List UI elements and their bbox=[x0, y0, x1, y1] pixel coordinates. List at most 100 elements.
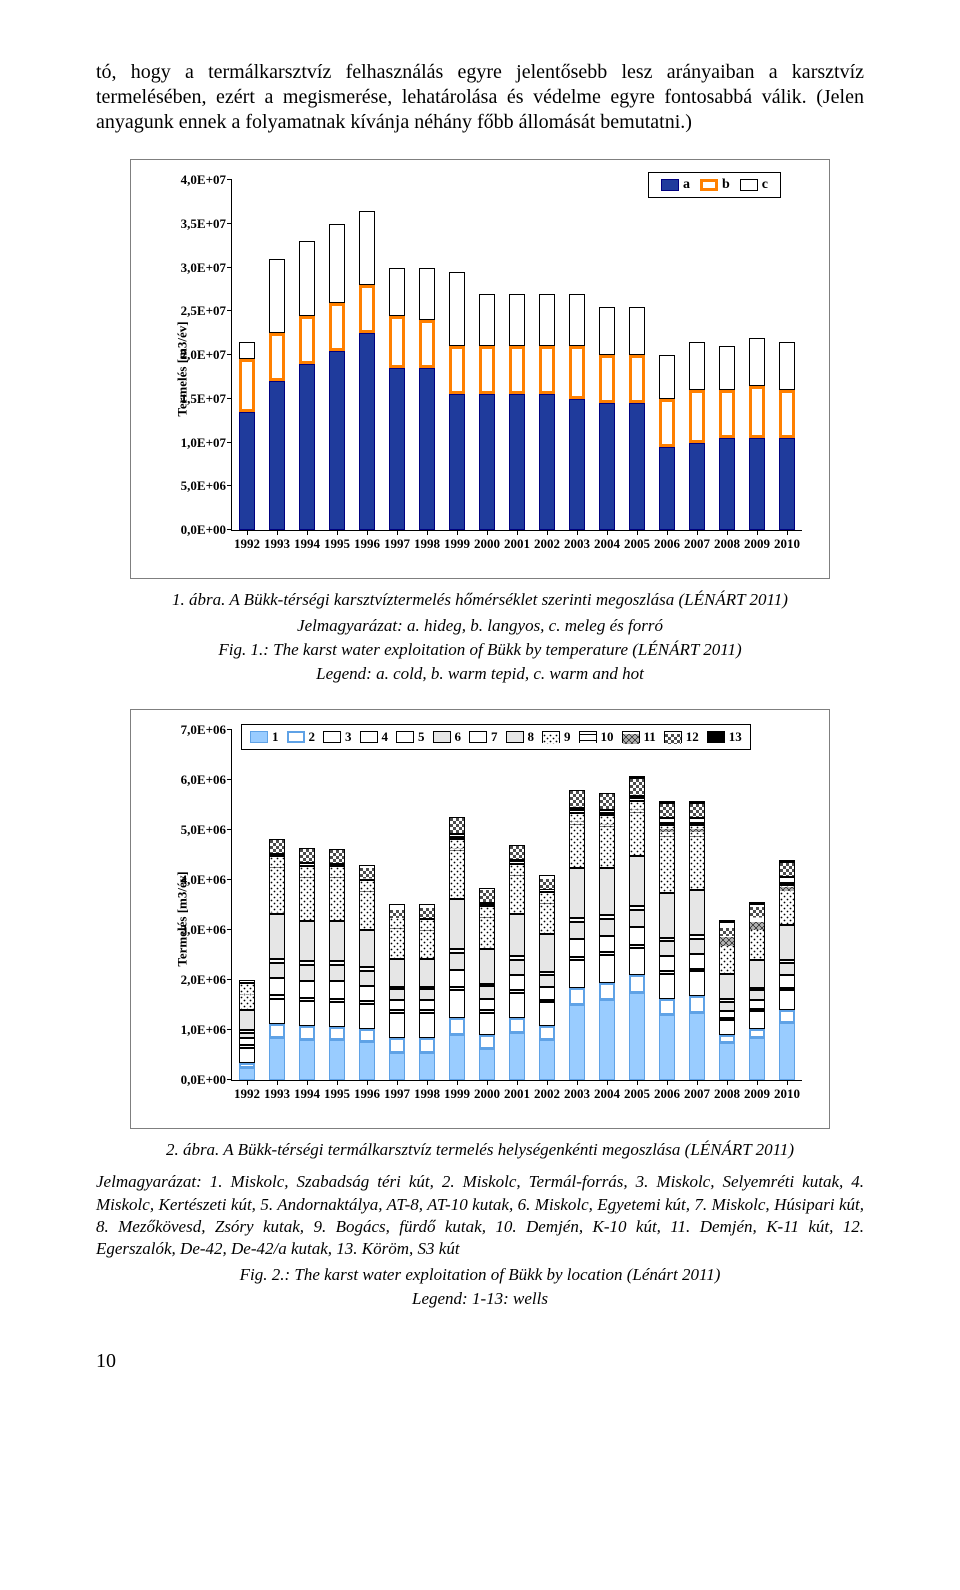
bar-segment-a bbox=[449, 394, 466, 530]
bar-segment-b bbox=[659, 399, 676, 447]
bar-segment-4 bbox=[389, 1010, 406, 1013]
figure2-caption-3: Fig. 2.: The karst water exploitation of… bbox=[96, 1264, 864, 1286]
bar-segment-b bbox=[509, 346, 526, 394]
figure1-caption-2: Jelmagyarázat: a. hideg, b. langyos, c. … bbox=[96, 615, 864, 637]
x-tick: 1996 bbox=[354, 1086, 380, 1102]
bar-segment-2 bbox=[269, 1024, 286, 1038]
bar-segment-b bbox=[239, 359, 256, 412]
x-tick: 2005 bbox=[624, 1086, 650, 1102]
bar-segment-b bbox=[269, 333, 286, 381]
bar-segment-c bbox=[539, 294, 556, 347]
bar-segment-8 bbox=[389, 959, 406, 987]
bar-segment-8 bbox=[239, 1010, 256, 1030]
bar-segment-2 bbox=[539, 1026, 556, 1040]
bar-segment-9 bbox=[539, 892, 556, 935]
figure2-caption-4: Legend: 1-13: wells bbox=[96, 1288, 864, 1310]
bar-segment-a bbox=[269, 381, 286, 530]
bar-segment-4 bbox=[449, 987, 466, 990]
x-tick: 2001 bbox=[504, 1086, 530, 1102]
bar-segment-c bbox=[689, 342, 706, 390]
bar-segment-2 bbox=[569, 988, 586, 1006]
bar-segment-5 bbox=[719, 1011, 736, 1019]
chart1-legend: abc bbox=[648, 172, 781, 198]
bar-segment-6 bbox=[329, 965, 346, 981]
bar-segment-4 bbox=[539, 1000, 556, 1003]
bar-segment-3 bbox=[269, 999, 286, 1024]
bar-segment-3 bbox=[419, 1013, 436, 1038]
bar-segment-c bbox=[719, 346, 736, 390]
x-tick: 2008 bbox=[714, 536, 740, 552]
bar-segment-4 bbox=[689, 969, 706, 972]
bar-segment-3 bbox=[689, 971, 706, 996]
bar-segment-12 bbox=[449, 817, 466, 835]
bar-segment-7 bbox=[629, 906, 646, 910]
legend-label: 5 bbox=[418, 729, 425, 745]
bar-segment-7 bbox=[269, 959, 286, 963]
bar-segment-c bbox=[749, 338, 766, 386]
bar-segment-9 bbox=[419, 919, 436, 959]
bar-segment-12 bbox=[509, 845, 526, 860]
bar-segment-6 bbox=[599, 919, 616, 936]
bar-segment-13 bbox=[689, 801, 706, 803]
bar-segment-2 bbox=[689, 996, 706, 1013]
bar-segment-b bbox=[629, 355, 646, 403]
bar-segment-1 bbox=[689, 1013, 706, 1081]
bar-segment-1 bbox=[509, 1033, 526, 1081]
bar-segment-3 bbox=[599, 955, 616, 983]
bar-segment-8 bbox=[419, 959, 436, 987]
bar-segment-b bbox=[299, 316, 316, 364]
x-tick: 2002 bbox=[534, 1086, 560, 1102]
bar-segment-7 bbox=[539, 972, 556, 975]
bar-segment-4 bbox=[329, 999, 346, 1002]
bar-segment-4 bbox=[479, 1010, 496, 1013]
legend-label: a bbox=[683, 177, 690, 193]
bar-segment-12 bbox=[659, 803, 676, 818]
bar-segment-8 bbox=[329, 921, 346, 961]
bar-segment-6 bbox=[299, 965, 316, 981]
x-tick: 2000 bbox=[474, 536, 500, 552]
bar-segment-6 bbox=[269, 963, 286, 978]
bar-segment-12 bbox=[419, 904, 436, 917]
bar-segment-9 bbox=[689, 825, 706, 890]
bar-segment-b bbox=[719, 390, 736, 438]
y-tick: 5,0E+06 bbox=[162, 822, 226, 838]
bar-segment-4 bbox=[629, 945, 646, 948]
bar-segment-9 bbox=[779, 885, 796, 925]
bar-segment-5 bbox=[389, 1000, 406, 1010]
bar-segment-7 bbox=[479, 984, 496, 987]
y-tick: 1,5E+07 bbox=[162, 391, 226, 407]
bar-segment-2 bbox=[779, 1010, 796, 1023]
bar-segment-7 bbox=[389, 987, 406, 990]
bar-segment-c bbox=[629, 307, 646, 355]
legend-label: 12 bbox=[686, 729, 699, 745]
legend-label: 13 bbox=[729, 729, 742, 745]
bar-segment-3 bbox=[389, 1013, 406, 1038]
x-tick: 2009 bbox=[744, 1086, 770, 1102]
bar-segment-b bbox=[779, 390, 796, 438]
bar-segment-4 bbox=[359, 1001, 376, 1004]
bar-segment-1 bbox=[239, 1068, 256, 1081]
figure2-caption-block: Jelmagyarázat: 1. Miskolc, Szabadság tér… bbox=[96, 1171, 864, 1259]
bar-segment-8 bbox=[359, 930, 376, 968]
bar-segment-b bbox=[419, 320, 436, 368]
bar-segment-2 bbox=[479, 1035, 496, 1049]
bar-segment-1 bbox=[419, 1053, 436, 1081]
bar-segment-3 bbox=[719, 1020, 736, 1035]
bar-segment-4 bbox=[719, 1018, 736, 1020]
bar-segment-5 bbox=[419, 1000, 436, 1010]
bar-segment-b bbox=[449, 346, 466, 394]
bar-segment-8 bbox=[449, 899, 466, 949]
bar-segment-8 bbox=[299, 921, 316, 961]
bar-segment-6 bbox=[749, 990, 766, 1000]
bar-segment-a bbox=[569, 399, 586, 530]
bar-segment-9 bbox=[509, 864, 526, 914]
bar-segment-12 bbox=[689, 803, 706, 818]
bar-segment-7 bbox=[419, 987, 436, 990]
bar-segment-2 bbox=[389, 1038, 406, 1053]
x-tick: 1999 bbox=[444, 1086, 470, 1102]
bar-segment-1 bbox=[719, 1043, 736, 1081]
bar-segment-9 bbox=[479, 906, 496, 949]
x-tick: 1995 bbox=[324, 536, 350, 552]
bar-segment-7 bbox=[689, 935, 706, 939]
x-tick: 1993 bbox=[264, 536, 290, 552]
